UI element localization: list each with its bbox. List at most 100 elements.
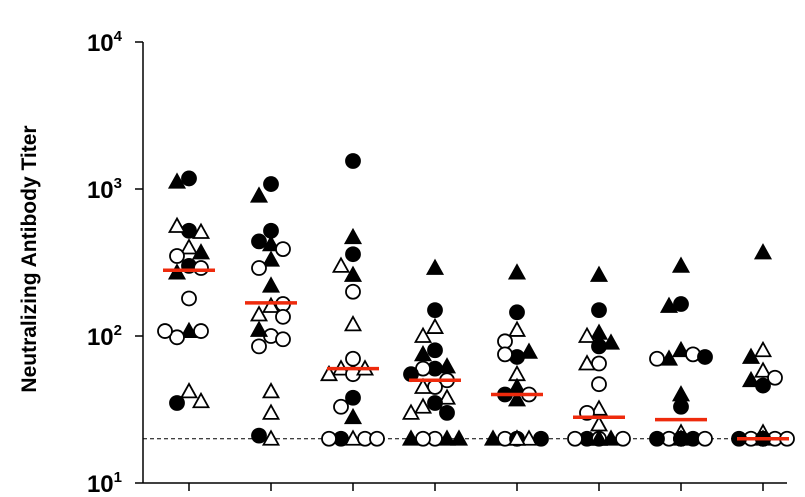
open-circle-point — [321, 430, 337, 447]
open-circle-point — [169, 329, 185, 346]
filled-triangle-point — [589, 323, 609, 340]
open-triangle-point — [425, 317, 445, 334]
open-triangle-point — [261, 403, 281, 420]
filled-circle-point — [697, 349, 713, 365]
plot-area — [143, 153, 795, 447]
open-triangle-point — [413, 377, 433, 394]
filled-triangle-point — [261, 276, 281, 293]
open-triangle-point — [249, 305, 269, 322]
open-circle-point — [591, 376, 607, 393]
filled-triangle-point — [179, 321, 199, 338]
filled-triangle-point — [753, 243, 773, 260]
group-5 — [483, 263, 549, 447]
filled-triangle-point — [167, 172, 187, 189]
filled-circle-point — [263, 176, 279, 192]
open-circle-point — [615, 430, 631, 447]
open-circle-point — [157, 323, 173, 339]
filled-circle-point — [673, 296, 689, 312]
filled-circle-point — [427, 395, 443, 411]
open-triangle-point — [261, 429, 281, 446]
filled-triangle-point — [519, 342, 539, 359]
filled-triangle-point — [589, 265, 609, 282]
open-triangle-point — [191, 391, 211, 409]
group-7 — [649, 256, 713, 447]
open-triangle-point — [319, 364, 339, 382]
open-triangle-point — [261, 296, 281, 313]
open-triangle-point — [401, 403, 421, 420]
open-triangle-point — [167, 216, 187, 233]
filled-triangle-point — [343, 407, 363, 425]
open-triangle-point — [179, 382, 199, 399]
open-circle-point — [369, 430, 385, 447]
filled-circle-point — [345, 246, 361, 263]
filled-circle-point — [591, 302, 607, 319]
filled-triangle-point — [601, 429, 621, 446]
filled-circle-point — [509, 304, 525, 321]
filled-circle-point — [673, 398, 689, 415]
open-triangle-point — [507, 320, 527, 337]
open-circle-point — [193, 323, 209, 339]
filled-triangle-point — [425, 258, 445, 275]
filled-triangle-point — [449, 429, 469, 446]
open-triangle-point — [507, 429, 527, 446]
filled-triangle-point — [483, 429, 503, 446]
filled-circle-point — [251, 427, 267, 444]
filled-triangle-point — [249, 320, 269, 337]
filled-circle-point — [345, 153, 361, 169]
open-triangle-point — [413, 397, 433, 414]
open-triangle-point — [753, 340, 773, 358]
filled-circle-point — [533, 430, 549, 447]
open-triangle-point — [261, 382, 281, 399]
filled-triangle-point — [343, 227, 363, 245]
filled-triangle-point — [343, 265, 363, 282]
open-triangle-point — [413, 326, 433, 343]
filled-triangle-point — [601, 333, 621, 350]
filled-triangle-point — [671, 385, 691, 402]
open-circle-point — [251, 338, 267, 355]
open-circle-point — [345, 350, 361, 367]
filled-triangle-point — [659, 296, 679, 313]
filled-triangle-point — [261, 235, 281, 252]
filled-circle-point — [169, 395, 185, 411]
open-circle-point — [497, 333, 513, 350]
group-6 — [567, 265, 631, 447]
open-circle-point — [169, 248, 185, 264]
filled-triangle-point — [191, 243, 211, 260]
open-circle-point — [497, 346, 513, 363]
open-circle-point — [649, 350, 665, 367]
y-tick-label: 103 — [87, 175, 122, 204]
filled-triangle-point — [261, 250, 281, 267]
filled-circle-point — [251, 233, 267, 250]
open-circle-point — [275, 241, 291, 258]
open-circle-point — [767, 369, 783, 386]
group-8 — [731, 243, 795, 447]
open-triangle-point — [589, 399, 609, 416]
group-3 — [319, 153, 385, 447]
filled-triangle-point — [741, 370, 761, 388]
filled-circle-point — [181, 170, 197, 187]
open-triangle-point — [519, 429, 539, 446]
open-triangle-point — [191, 222, 211, 239]
open-circle-point — [345, 283, 361, 300]
filled-triangle-point — [671, 340, 691, 358]
open-circle-point — [193, 260, 209, 276]
y-axis-ticks: 101 102 103 104 — [87, 28, 144, 497]
open-circle-point — [333, 398, 349, 415]
filled-triangle-point — [413, 345, 433, 362]
open-triangle-point — [753, 361, 773, 378]
filled-circle-point — [345, 389, 361, 406]
open-circle-point — [251, 260, 267, 276]
open-triangle-point — [589, 415, 609, 432]
open-circle-point — [275, 331, 291, 348]
open-circle-point — [275, 308, 291, 325]
filled-circle-point — [439, 404, 455, 421]
open-triangle-point — [577, 354, 597, 371]
open-triangle-point — [179, 238, 199, 255]
filled-triangle-point — [589, 429, 609, 446]
filled-triangle-point — [741, 347, 761, 364]
group-4 — [401, 258, 469, 447]
filled-circle-point — [427, 302, 443, 319]
filled-triangle-point — [671, 256, 691, 273]
group-1 — [157, 170, 215, 411]
